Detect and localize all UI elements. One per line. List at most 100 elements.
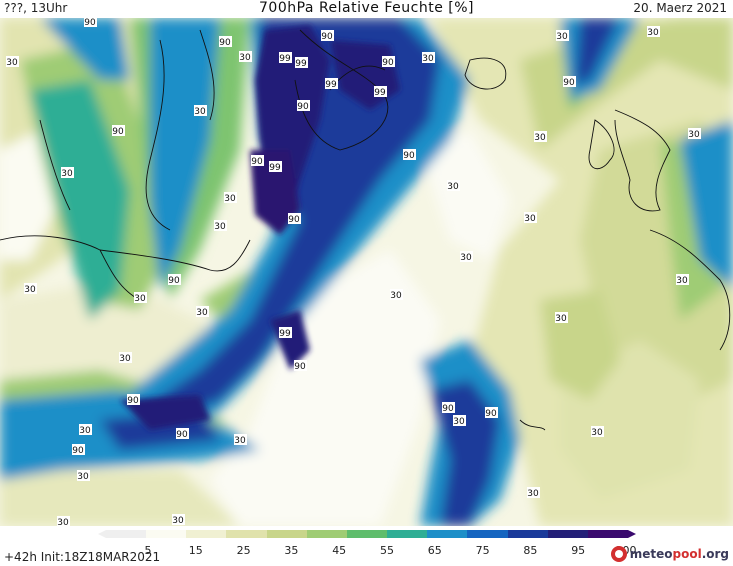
- svg-text:90: 90: [442, 404, 454, 414]
- colorbar-segment: [306, 530, 348, 538]
- colorbar-tick-label: 85: [523, 544, 538, 557]
- contour-label: 30: [422, 52, 435, 64]
- svg-text:30: 30: [234, 436, 246, 446]
- svg-text:90: 90: [127, 396, 139, 406]
- contour-label: 30: [390, 289, 403, 301]
- contour-label: 90: [84, 18, 97, 28]
- svg-text:30: 30: [194, 107, 206, 117]
- colorbar-segment: [547, 530, 589, 538]
- svg-text:90: 90: [219, 38, 231, 48]
- contour-label: 99: [295, 57, 308, 69]
- colorbar-tick-label: 35: [284, 544, 299, 557]
- contour-label: 99: [279, 52, 292, 64]
- contour-label: 99: [279, 327, 292, 339]
- contour-label: 90: [288, 213, 301, 225]
- svg-text:90: 90: [382, 58, 394, 68]
- svg-text:30: 30: [24, 285, 36, 295]
- contour-label: 99: [374, 86, 387, 98]
- colorbar-tick-label: 75: [475, 544, 490, 557]
- colorbar-segment: [467, 530, 509, 538]
- contour-label: 30: [6, 56, 19, 68]
- contour-label: 90: [251, 155, 264, 167]
- svg-text:30: 30: [390, 291, 402, 301]
- contour-label: 90: [72, 444, 85, 456]
- colorbar-tick-label: 95: [571, 544, 586, 557]
- footer-bar: 5152535455565758595100 +42h Init:18Z18MA…: [0, 526, 733, 566]
- contour-label: 99: [325, 78, 338, 90]
- svg-text:90: 90: [72, 446, 84, 456]
- svg-text:90: 90: [168, 276, 180, 286]
- svg-text:30: 30: [196, 308, 208, 318]
- contour-label: 30: [556, 30, 569, 42]
- contour-label: 99: [269, 161, 282, 173]
- contour-label: 30: [172, 514, 185, 526]
- contour-label: 30: [555, 312, 568, 324]
- contour-label: 30: [676, 274, 689, 286]
- contour-label: 30: [79, 424, 92, 436]
- contour-label: 90: [168, 274, 181, 286]
- contour-label: 30: [234, 434, 247, 446]
- svg-text:99: 99: [269, 163, 281, 173]
- logo-text-accent: pool: [672, 547, 702, 561]
- colorbar-segment: [186, 530, 227, 538]
- svg-text:30: 30: [527, 489, 539, 499]
- humidity-field: 90 90 90 30 30 99 99 90 30 30 30 90 30 30 90 30 99 99 90 90…: [0, 18, 733, 526]
- logo-icon: [610, 546, 627, 562]
- colorbar-segment: [106, 530, 147, 538]
- colorbar-tick-label: 45: [332, 544, 347, 557]
- valid-date-label: 20. Maerz 2021: [633, 1, 727, 15]
- svg-text:90: 90: [485, 409, 497, 419]
- svg-text:30: 30: [676, 276, 688, 286]
- svg-text:30: 30: [172, 516, 184, 526]
- contour-label: 90: [219, 36, 232, 48]
- colorbar-tick-label: 15: [188, 544, 203, 557]
- svg-text:99: 99: [279, 329, 291, 339]
- svg-text:90: 90: [288, 215, 300, 225]
- contour-label: 90: [297, 100, 310, 112]
- svg-text:30: 30: [534, 133, 546, 143]
- colorbar-tick-label: 65: [427, 544, 442, 557]
- contour-label: 30: [460, 251, 473, 263]
- colorbar-segment: [387, 530, 428, 538]
- svg-text:30: 30: [6, 58, 18, 68]
- contour-labels: 90 90 90 30 30 99 99 90 30 30 30 90 30 30 90 30 99 99 90 90…: [6, 18, 701, 526]
- colorbar-segment: [427, 530, 468, 538]
- svg-text:90: 90: [563, 78, 575, 88]
- svg-text:99: 99: [295, 59, 307, 69]
- contour-label: 90: [442, 402, 455, 414]
- contour-label: 30: [447, 180, 460, 192]
- contour-label: 30: [119, 352, 132, 364]
- svg-text:30: 30: [214, 222, 226, 232]
- svg-text:99: 99: [279, 54, 291, 64]
- svg-text:30: 30: [460, 253, 472, 263]
- svg-text:90: 90: [297, 102, 309, 112]
- contour-label: 90: [112, 125, 125, 137]
- valid-time-label: ???, 13Uhr: [4, 1, 68, 15]
- contour-label: 30: [61, 167, 74, 179]
- svg-text:30: 30: [555, 314, 567, 324]
- contour-label: 90: [176, 428, 189, 440]
- svg-text:30: 30: [422, 54, 434, 64]
- contour-label: 30: [647, 26, 660, 38]
- contour-label: 30: [196, 306, 209, 318]
- colorbar-tick-label: 25: [236, 544, 251, 557]
- svg-text:30: 30: [556, 32, 568, 42]
- colorbar-segment: [587, 530, 629, 538]
- contour-label: 30: [688, 128, 701, 140]
- contour-label: 90: [321, 30, 334, 42]
- contour-label: 30: [134, 292, 147, 304]
- svg-text:90: 90: [321, 32, 333, 42]
- contour-label: 30: [24, 283, 37, 295]
- contour-label: 30: [214, 220, 227, 232]
- svg-text:30: 30: [119, 354, 131, 364]
- colorbar-max-arrow: [628, 530, 636, 538]
- svg-text:90: 90: [403, 151, 415, 161]
- svg-text:30: 30: [77, 472, 89, 482]
- logo-text-tail: .org: [701, 547, 729, 561]
- svg-text:30: 30: [688, 130, 700, 140]
- map-title: 700hPa Relative Feuchte [%]: [259, 0, 474, 16]
- svg-text:30: 30: [647, 28, 659, 38]
- svg-text:90: 90: [294, 362, 306, 372]
- contour-label: 30: [453, 415, 466, 427]
- svg-text:30: 30: [239, 53, 251, 63]
